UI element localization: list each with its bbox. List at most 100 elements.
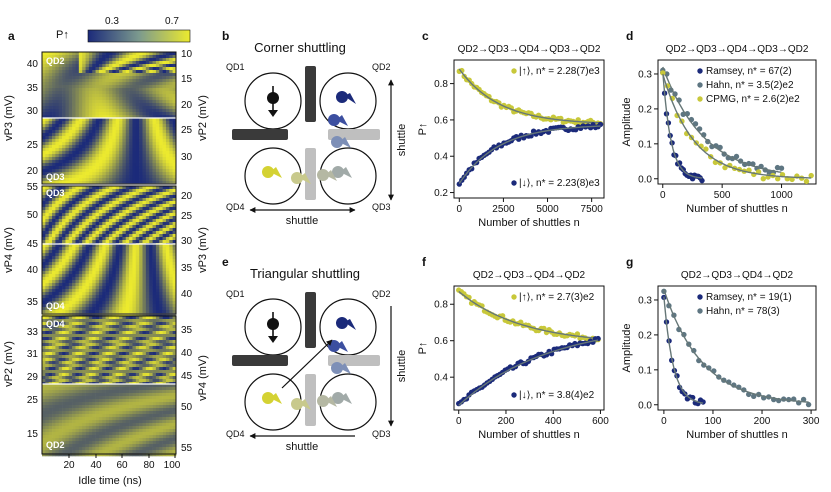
s2-lt4: 35 xyxy=(27,297,39,308)
b-qd4: QD4 xyxy=(226,202,245,212)
chart-d-legend-0: Ramsey, n* = 67(2) xyxy=(706,66,792,77)
s3-rt0: 35 xyxy=(181,325,193,336)
section1-left-label: vP3 (mV) xyxy=(3,95,15,141)
chart-d-s2-point-30 xyxy=(803,178,810,184)
chart-g-ylabel: Amplitude xyxy=(621,324,633,373)
panel-letter-a: a xyxy=(8,29,15,43)
chart-d-legend-marker-0 xyxy=(697,68,703,74)
e-shuttle-label-horizontal: shuttle xyxy=(286,441,318,453)
e-spin-qd1 xyxy=(267,312,279,343)
s3-lt2: 29 xyxy=(27,372,39,383)
panel-letter-f: f xyxy=(422,255,427,269)
colorbar-label: P↑ xyxy=(56,29,69,41)
s1-rt3: 25 xyxy=(181,125,193,136)
chart-d-series-1 xyxy=(660,66,785,176)
chart-c-legend-marker-0 xyxy=(511,68,517,74)
chart-g-legend-1: Hahn, n* = 78(3) xyxy=(706,306,780,317)
chart-d-xtick-label-0: 0 xyxy=(660,190,666,201)
chart-g-series-1 xyxy=(661,288,812,408)
chart-d-s1-point-14 xyxy=(717,144,723,151)
heatmap-3 xyxy=(42,186,177,247)
chart-f-legend-marker-0 xyxy=(511,294,517,300)
s1-lt4: 20 xyxy=(27,166,39,177)
chart-d-s0-fit xyxy=(662,70,703,179)
chart-c-s0-point-12 xyxy=(486,93,492,100)
heatmap-frame-1 xyxy=(41,51,177,185)
chart-g-legend-marker-1 xyxy=(697,308,703,314)
chart-c-title: QD2→QD3→QD4→QD3→QD2 xyxy=(458,44,601,55)
chart-d-series-0 xyxy=(660,69,705,184)
chart-d-s1-fit xyxy=(662,66,782,173)
s1-qd-top: QD2 xyxy=(46,56,65,66)
chart-d-s2-point-9 xyxy=(703,146,709,152)
s3-lt0: 33 xyxy=(27,327,39,338)
s1-lt3: 25 xyxy=(27,140,39,151)
e-qd2: QD2 xyxy=(372,289,391,299)
s1-lt2: 30 xyxy=(27,106,39,117)
chart-g-s1-point-18 xyxy=(751,393,757,399)
chart-f-s0-fit xyxy=(458,290,599,340)
s1-lt0: 40 xyxy=(27,59,39,70)
chart-g-series-0 xyxy=(661,294,706,407)
b-barrier-right xyxy=(328,129,380,140)
chart-c: QD2→QD3→QD4→QD3→QD2 0 2500 5000 7500 0.2 0.4 0.… xyxy=(417,44,605,229)
chart-c-ytick-label-3: 0.8 xyxy=(434,79,448,90)
b-qd3: QD3 xyxy=(372,202,391,212)
s3-lt4: 15 xyxy=(27,429,39,440)
chart-c-ytick-label-1: 0.4 xyxy=(434,152,448,163)
chart-g-xtick-label-0: 0 xyxy=(661,416,667,427)
chart-g-ytick-label-0: 0.0 xyxy=(638,400,652,411)
chart-g-frame xyxy=(657,285,817,411)
e-barrier-bottom xyxy=(305,374,316,426)
chart-c-legend-1: |↓⟩, n* = 2.23(8)e3 xyxy=(519,178,600,189)
chart-f-xtick-label-2: 400 xyxy=(545,416,562,427)
s3-rt4: 55 xyxy=(181,443,193,454)
s2-rt3: 35 xyxy=(181,263,193,274)
chart-d-ytick-label-1: 0.1 xyxy=(638,139,652,150)
panel-e: e Triangular shuttling QD1 QD2 QD3 QD4 xyxy=(222,255,408,453)
e-qd1: QD1 xyxy=(226,289,245,299)
heatmap-5 xyxy=(42,316,177,386)
chart-d-xlabel: Number of shuttles n xyxy=(686,203,788,215)
chart-f-series-1 xyxy=(456,335,601,407)
s3-lt3: 25 xyxy=(27,395,39,406)
s2-lt2: 45 xyxy=(27,239,39,250)
s3-lt1: 31 xyxy=(27,349,39,360)
s2-qd-bottom: QD4 xyxy=(46,301,65,311)
chart-f-legend-1: |↓⟩, n* = 3.8(4)e2 xyxy=(519,390,595,401)
chart-d-legend-marker-2 xyxy=(697,96,703,102)
s3-qd-top: QD4 xyxy=(46,319,65,329)
chart-d-s2-point-13 xyxy=(722,164,728,171)
chart-d-ylabel: Amplitude xyxy=(621,98,633,147)
chart-f-xtick-label-3: 600 xyxy=(592,416,609,427)
b-spin-path-qd2-qd3 xyxy=(262,91,356,184)
chart-c-xtick-label-0: 0 xyxy=(457,204,463,215)
chart-d-xtick-label-1: 500 xyxy=(714,190,731,201)
s2-lt1: 50 xyxy=(27,210,39,221)
colorbar-tick-high: 0.7 xyxy=(165,16,179,27)
chart-f-legend-marker-1 xyxy=(511,392,517,398)
chart-d-s2-point-27 xyxy=(789,176,795,183)
heatmap-frame-2 xyxy=(41,185,177,315)
chart-c-xtick-label-3: 7500 xyxy=(581,204,604,215)
chart-f-frame xyxy=(453,285,605,411)
s3-rt3: 50 xyxy=(181,402,193,413)
panel-letter-d: d xyxy=(626,29,633,43)
b-qd1: QD1 xyxy=(226,62,245,72)
chart-c-xlabel: Number of shuttles n xyxy=(478,217,580,229)
chart-f-legend-0: |↑⟩, n* = 2.7(3)e2 xyxy=(519,292,595,303)
chart-d-s1-point-18 xyxy=(733,153,740,160)
chart-c-ytick-label-0: 0.2 xyxy=(434,188,448,199)
chart-g-s1-point-29 xyxy=(805,401,812,408)
chart-g-ytick-label-2: 0.2 xyxy=(638,330,652,341)
chart-d-legend-2: CPMG, n* = 2.6(2)e2 xyxy=(706,94,800,105)
chart-g-legend-marker-0 xyxy=(697,294,703,300)
section3-left-label: vP2 (mV) xyxy=(3,341,15,387)
s1-lt1: 35 xyxy=(27,83,39,94)
a-xt0: 20 xyxy=(63,460,75,471)
section1-right-label: vP2 (mV) xyxy=(197,95,209,141)
panel-letter-g: g xyxy=(626,255,633,269)
s3-rt1: 40 xyxy=(181,348,193,359)
s2-rt4: 40 xyxy=(181,289,193,300)
